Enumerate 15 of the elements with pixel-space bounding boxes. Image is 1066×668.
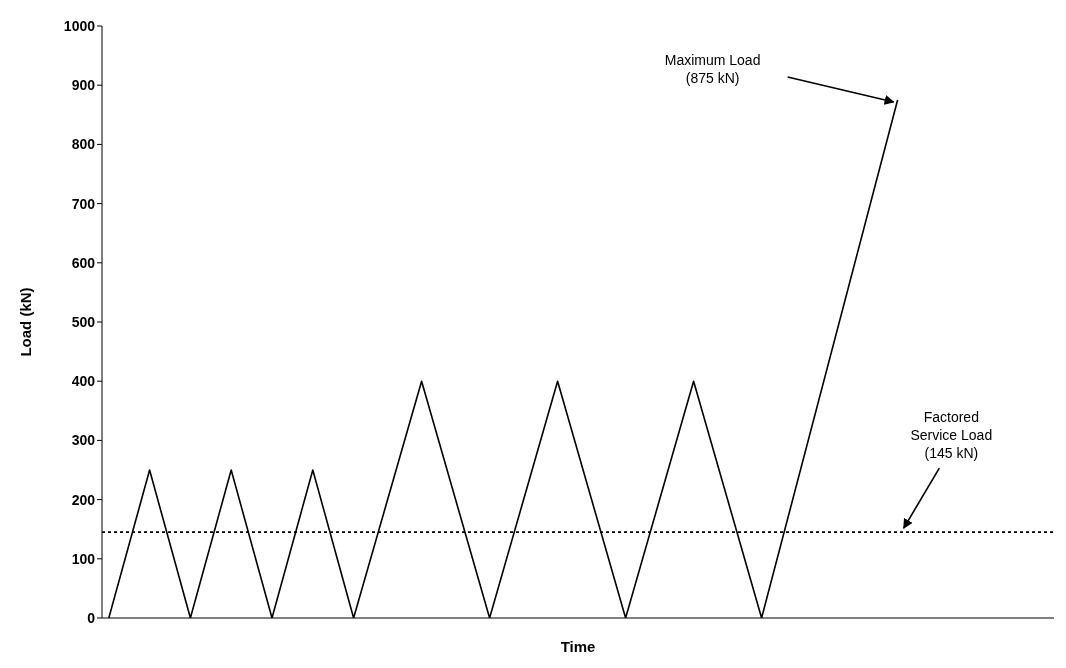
y-axis-title: Load (kN) — [17, 287, 35, 357]
annotation: Maximum Load (875 kN) — [664, 52, 761, 86]
y-tick-label: 900 — [71, 77, 96, 94]
y-tick-label: 200 — [71, 491, 96, 508]
y-tick-label: 400 — [71, 373, 96, 390]
y-tick-label: 600 — [71, 254, 96, 271]
x-axis-title: Time — [560, 638, 596, 655]
y-tick-label: 500 — [71, 313, 96, 330]
y-tick-label: 300 — [71, 432, 96, 449]
y-tick-label: 700 — [71, 195, 96, 212]
y-tick-label: 100 — [71, 550, 96, 567]
y-tick-label: 1000 — [63, 17, 96, 34]
y-tick-label: 800 — [71, 136, 96, 153]
y-tick-label: 0 — [87, 609, 96, 626]
annotation: Factored Service Load (145 kN) — [910, 409, 993, 462]
